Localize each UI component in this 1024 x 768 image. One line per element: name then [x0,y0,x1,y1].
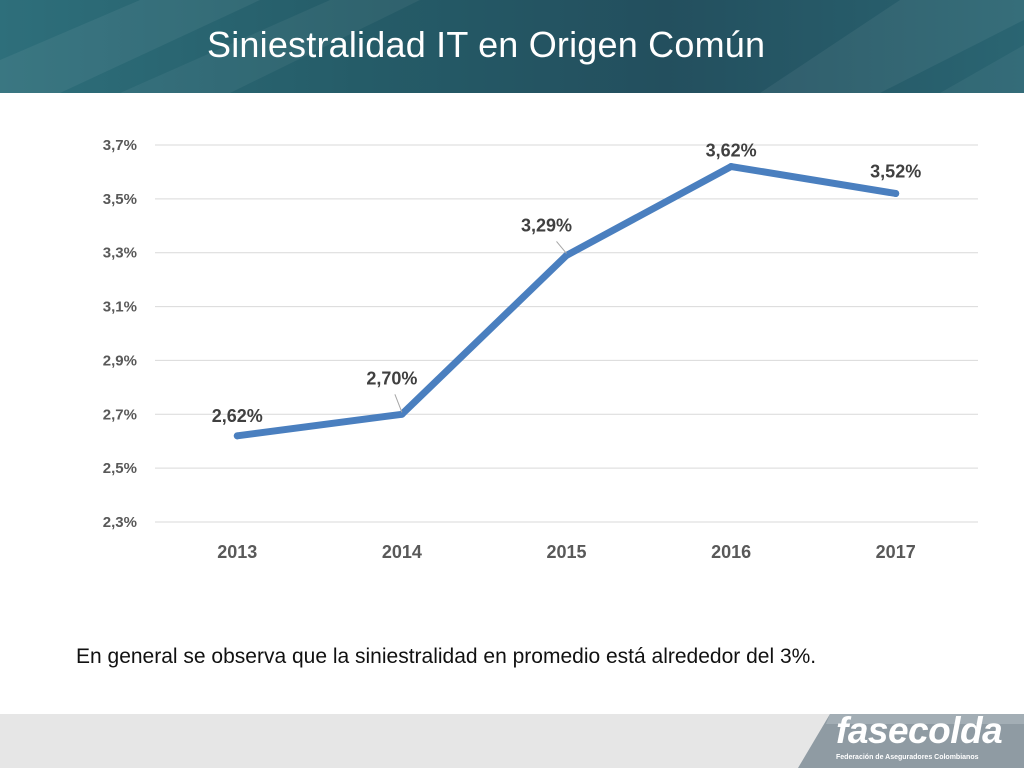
data-label: 3,62% [706,141,757,161]
data-point [727,163,735,171]
line-chart: 2,3% 2,5% 2,7% 2,9% 3,1% 3,3% 3,5% 3,7% 2013 2014… [0,93,1024,623]
y-tick-label: 2,3% [103,514,137,531]
slide-footer [0,714,1024,768]
y-tick-label: 2,7% [103,406,137,423]
logo-wordmark: fasecolda [836,710,1003,751]
y-tick-label: 3,1% [103,299,137,316]
y-tick-label: 3,7% [103,137,137,154]
data-label: 3,29% [521,215,572,235]
x-tick-label: 2014 [382,542,422,562]
y-tick-label: 2,9% [103,352,137,369]
x-tick-label: 2017 [876,542,916,562]
chart-svg: 2,3% 2,5% 2,7% 2,9% 3,1% 3,3% 3,5% 3,7% 2013 2014… [103,137,978,562]
data-label-leader [394,394,403,413]
y-tick-label: 3,3% [103,245,137,262]
data-point [398,410,406,418]
logo-subtitle: Federación de Aseguradores Colombianos [836,754,979,761]
footer-band [798,714,1024,768]
x-tick-label: 2016 [711,542,751,562]
data-point [563,251,570,259]
summary-note: En general se observa que la siniestrali… [76,645,817,668]
y-tick-label: 2,5% [103,460,137,477]
data-label-leader [556,241,567,254]
y-tick-label: 3,5% [103,191,137,208]
header-decoration [0,0,1024,93]
x-tick-label: 2013 [217,542,257,562]
slide-header: Siniestralidad IT en Origen Común [0,0,1024,93]
data-label: 2,62% [212,406,263,426]
fasecolda-logo: fasecolda Federación de Aseguradores Col… [836,710,1003,766]
data-label: 2,70% [366,368,417,388]
data-label: 3,52% [870,161,921,181]
series-line [233,163,900,440]
slide-title: Siniestralidad IT en Origen Común [207,24,766,65]
data-point [233,432,241,440]
data-point [892,189,900,197]
x-tick-label: 2015 [546,542,586,562]
